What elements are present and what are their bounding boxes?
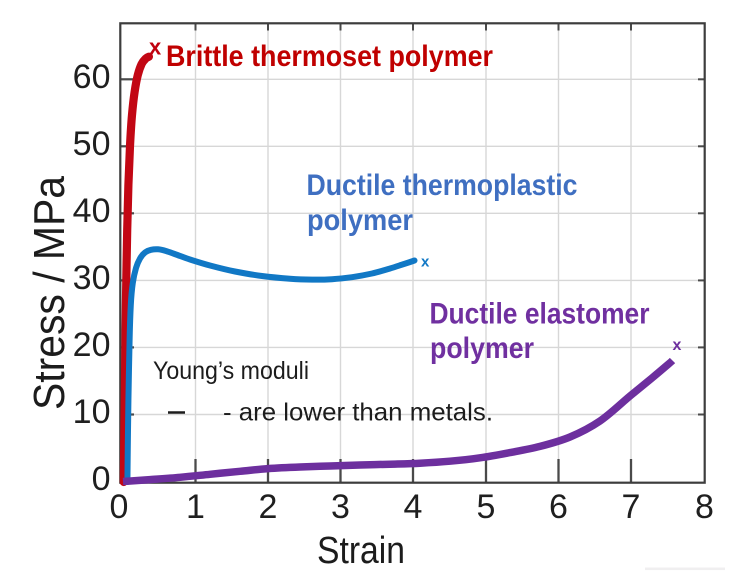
- svg-text:60: 60: [73, 58, 111, 96]
- svg-text:30: 30: [73, 259, 111, 297]
- svg-text:Young’s moduli: Young’s moduli: [153, 357, 309, 385]
- svg-text:7: 7: [622, 488, 641, 526]
- svg-text:5: 5: [477, 488, 496, 526]
- svg-text:20: 20: [73, 326, 111, 364]
- svg-text:Strain: Strain: [317, 530, 405, 571]
- svg-text:4: 4: [404, 488, 423, 526]
- svg-text:polymer: polymer: [307, 204, 413, 237]
- svg-text:3: 3: [331, 488, 350, 526]
- svg-text:polymer: polymer: [430, 332, 534, 365]
- svg-text:40: 40: [73, 192, 111, 230]
- svg-text:Stress / MPa: Stress / MPa: [25, 176, 74, 410]
- svg-text:x: x: [421, 254, 430, 271]
- svg-text:0: 0: [110, 488, 129, 526]
- svg-text:Ductile thermoplastic: Ductile thermoplastic: [307, 169, 578, 202]
- svg-text:- are lower than metals.: - are lower than metals.: [223, 399, 493, 427]
- svg-text:2: 2: [259, 488, 278, 526]
- svg-text:Ductile elastomer: Ductile elastomer: [430, 298, 650, 331]
- svg-text:1: 1: [186, 488, 205, 526]
- svg-text:x: x: [673, 337, 682, 354]
- svg-text:50: 50: [73, 125, 111, 163]
- svg-text:0: 0: [92, 460, 111, 498]
- svg-text:Brittle thermoset polymer: Brittle thermoset polymer: [166, 40, 493, 73]
- svg-text:10: 10: [73, 393, 111, 431]
- svg-text:8: 8: [695, 488, 714, 526]
- svg-text:x: x: [149, 35, 162, 60]
- svg-text:6: 6: [549, 488, 568, 526]
